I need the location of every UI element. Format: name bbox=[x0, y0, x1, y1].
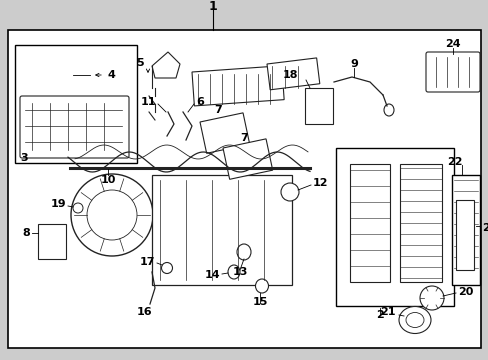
Text: 3: 3 bbox=[20, 153, 27, 163]
Polygon shape bbox=[152, 52, 180, 78]
Ellipse shape bbox=[48, 68, 68, 82]
Ellipse shape bbox=[383, 104, 393, 116]
Bar bbox=[266, 58, 319, 90]
Ellipse shape bbox=[161, 262, 172, 274]
Bar bbox=[192, 66, 284, 106]
Text: 22: 22 bbox=[447, 157, 462, 167]
FancyBboxPatch shape bbox=[425, 52, 479, 92]
Ellipse shape bbox=[398, 306, 430, 333]
Ellipse shape bbox=[227, 265, 240, 279]
Ellipse shape bbox=[405, 312, 423, 328]
Text: 13: 13 bbox=[232, 267, 247, 277]
Text: 1: 1 bbox=[208, 0, 217, 13]
Ellipse shape bbox=[419, 286, 443, 310]
Bar bbox=[152, 175, 291, 285]
Text: 7: 7 bbox=[214, 105, 222, 115]
Bar bbox=[305, 88, 332, 124]
Bar bbox=[223, 139, 272, 179]
Bar bbox=[8, 30, 480, 348]
Text: 17: 17 bbox=[139, 257, 155, 267]
Ellipse shape bbox=[73, 203, 83, 213]
Text: 15: 15 bbox=[252, 297, 267, 307]
Text: 19: 19 bbox=[50, 199, 66, 209]
Text: 18: 18 bbox=[282, 70, 297, 80]
Text: 16: 16 bbox=[137, 307, 153, 317]
Text: 2: 2 bbox=[375, 310, 383, 320]
Text: 10: 10 bbox=[100, 175, 116, 185]
Text: 7: 7 bbox=[240, 133, 247, 143]
Bar bbox=[349, 164, 389, 282]
Text: 24: 24 bbox=[444, 39, 460, 49]
Bar bbox=[15, 45, 137, 163]
Text: 14: 14 bbox=[204, 270, 220, 280]
Ellipse shape bbox=[237, 244, 250, 260]
Bar bbox=[451, 175, 479, 285]
Ellipse shape bbox=[87, 190, 137, 240]
Text: 5: 5 bbox=[136, 58, 143, 68]
Ellipse shape bbox=[255, 279, 268, 293]
Bar bbox=[38, 224, 66, 259]
FancyBboxPatch shape bbox=[20, 96, 129, 158]
Bar bbox=[399, 164, 441, 282]
Text: 9: 9 bbox=[349, 59, 357, 69]
Text: 21: 21 bbox=[380, 307, 395, 317]
Ellipse shape bbox=[281, 183, 298, 201]
Ellipse shape bbox=[71, 174, 153, 256]
Text: 12: 12 bbox=[312, 178, 328, 188]
Text: 23: 23 bbox=[481, 223, 488, 233]
Ellipse shape bbox=[42, 63, 74, 86]
Text: 8: 8 bbox=[22, 228, 30, 238]
Bar bbox=[200, 113, 249, 153]
Text: 4: 4 bbox=[108, 70, 116, 80]
Text: 20: 20 bbox=[457, 287, 472, 297]
Bar bbox=[335, 148, 453, 306]
Bar bbox=[455, 200, 473, 270]
Text: 6: 6 bbox=[196, 97, 203, 107]
Text: 11: 11 bbox=[140, 97, 156, 107]
